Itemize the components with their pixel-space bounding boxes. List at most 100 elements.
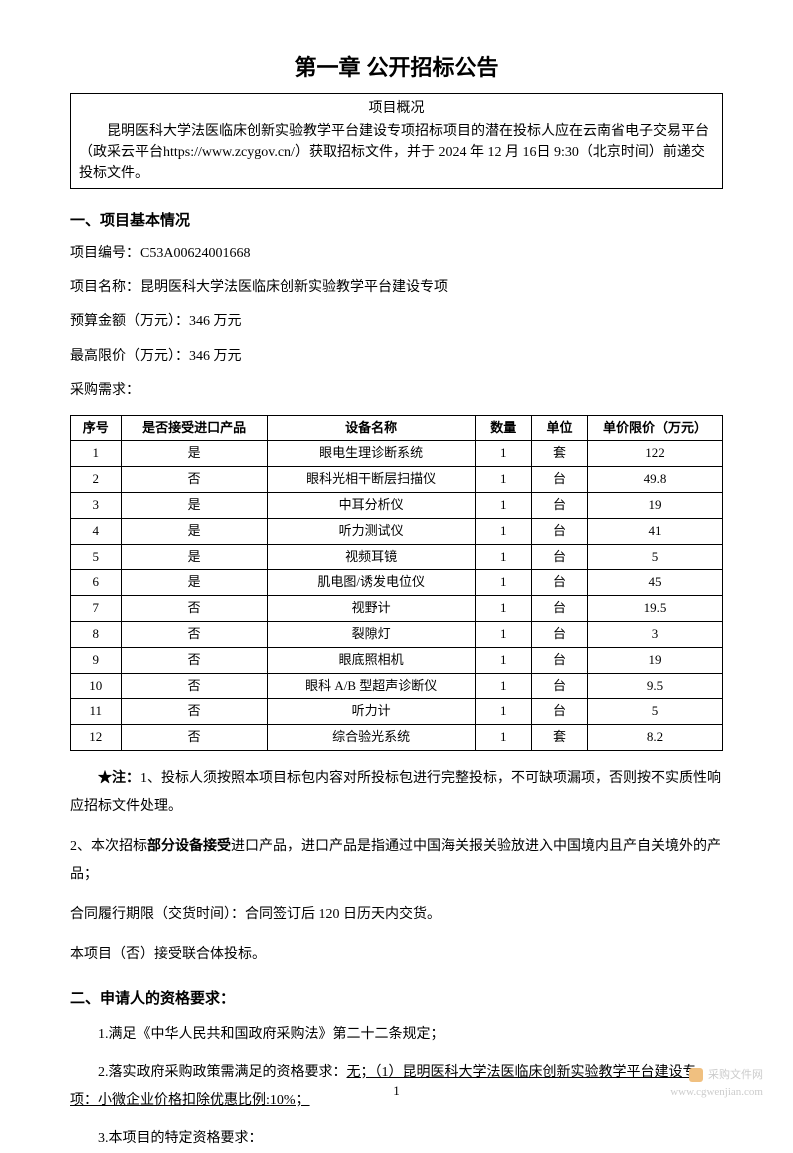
table-cell-seq: 2	[71, 467, 122, 493]
budget-label: 预算金额（万元）：	[70, 314, 189, 329]
table-cell-price: 19	[588, 647, 723, 673]
table-cell-seq: 1	[71, 441, 122, 467]
table-cell-name: 裂隙灯	[267, 621, 475, 647]
table-cell-qty: 1	[475, 647, 531, 673]
table-cell-price: 5	[588, 544, 723, 570]
table-cell-price: 8.2	[588, 725, 723, 751]
table-row: 12否综合验光系统1套8.2	[71, 725, 723, 751]
table-cell-seq: 6	[71, 570, 122, 596]
table-cell-name: 视野计	[267, 596, 475, 622]
table-cell-unit: 套	[531, 441, 587, 467]
watermark-text1: 采购文件网	[708, 1069, 763, 1081]
table-row: 9否眼底照相机1台19	[71, 647, 723, 673]
max-price-label: 最高限价（万元）：	[70, 349, 189, 364]
th-name: 设备名称	[267, 415, 475, 441]
table-cell-name: 眼科 A/B 型超声诊断仪	[267, 673, 475, 699]
table-cell-price: 19	[588, 492, 723, 518]
table-cell-seq: 3	[71, 492, 122, 518]
table-cell-import: 否	[121, 673, 267, 699]
table-row: 3是中耳分析仪1台19	[71, 492, 723, 518]
table-cell-unit: 台	[531, 596, 587, 622]
table-cell-price: 3	[588, 621, 723, 647]
note1: ★注：1、投标人须按照本项目标包内容对所投标包进行完整投标，不可缺项漏项，否则按…	[70, 765, 723, 821]
req3: 3.本项目的特定资格要求：	[70, 1125, 723, 1153]
table-cell-qty: 1	[475, 441, 531, 467]
table-cell-name: 中耳分析仪	[267, 492, 475, 518]
table-row: 8否裂隙灯1台3	[71, 621, 723, 647]
th-qty: 数量	[475, 415, 531, 441]
watermark-text2: www.cgwenjian.com	[670, 1086, 763, 1098]
table-cell-qty: 1	[475, 621, 531, 647]
table-cell-unit: 台	[531, 673, 587, 699]
table-cell-unit: 套	[531, 725, 587, 751]
note4: 本项目（否）接受联合体投标。	[70, 941, 723, 969]
table-cell-unit: 台	[531, 570, 587, 596]
table-cell-name: 视频耳镜	[267, 544, 475, 570]
table-cell-price: 19.5	[588, 596, 723, 622]
equipment-table-container: 序号 是否接受进口产品 设备名称 数量 单位 单价限价（万元） 1是眼电生理诊断…	[70, 415, 723, 751]
req1: 1.满足《中华人民共和国政府采购法》第二十二条规定；	[70, 1021, 723, 1049]
table-cell-import: 是	[121, 518, 267, 544]
table-cell-qty: 1	[475, 544, 531, 570]
table-cell-seq: 10	[71, 673, 122, 699]
th-price: 单价限价（万元）	[588, 415, 723, 441]
table-cell-price: 45	[588, 570, 723, 596]
table-row: 10否眼科 A/B 型超声诊断仪1台9.5	[71, 673, 723, 699]
page-number: 1	[393, 1081, 400, 1102]
req2-prefix: 2.落实政府采购政策需满足的资格要求：	[98, 1065, 347, 1080]
table-cell-seq: 4	[71, 518, 122, 544]
note1-text: 1、投标人须按照本项目标包内容对所投标包进行完整投标，不可缺项漏项，否则按不实质…	[70, 771, 721, 814]
table-cell-import: 否	[121, 596, 267, 622]
table-cell-qty: 1	[475, 518, 531, 544]
table-cell-seq: 5	[71, 544, 122, 570]
section2-heading: 二、申请人的资格要求：	[70, 987, 723, 1011]
table-cell-seq: 8	[71, 621, 122, 647]
table-cell-name: 眼科光相干断层扫描仪	[267, 467, 475, 493]
table-row: 4是听力测试仪1台41	[71, 518, 723, 544]
table-cell-price: 9.5	[588, 673, 723, 699]
table-cell-import: 否	[121, 467, 267, 493]
section1-heading: 一、项目基本情况	[70, 209, 723, 233]
table-cell-import: 否	[121, 647, 267, 673]
table-cell-qty: 1	[475, 725, 531, 751]
watermark: 采购文件网 www.cgwenjian.com	[670, 1067, 763, 1102]
table-cell-qty: 1	[475, 699, 531, 725]
table-cell-seq: 12	[71, 725, 122, 751]
table-row: 5是视频耳镜1台5	[71, 544, 723, 570]
th-unit: 单位	[531, 415, 587, 441]
table-row: 6是肌电图/诱发电位仪1台45	[71, 570, 723, 596]
max-price-value: 346 万元	[189, 349, 242, 364]
table-row: 2否眼科光相干断层扫描仪1台49.8	[71, 467, 723, 493]
table-cell-price: 122	[588, 441, 723, 467]
table-cell-price: 5	[588, 699, 723, 725]
purchase-req-label: 采购需求：	[70, 380, 723, 402]
table-cell-unit: 台	[531, 544, 587, 570]
table-cell-qty: 1	[475, 467, 531, 493]
table-cell-import: 否	[121, 699, 267, 725]
table-cell-import: 是	[121, 544, 267, 570]
table-cell-price: 41	[588, 518, 723, 544]
overview-title: 项目概况	[79, 98, 714, 120]
project-name-label: 项目名称：	[70, 280, 140, 295]
chapter-title: 第一章 公开招标公告	[70, 50, 723, 85]
table-cell-name: 听力测试仪	[267, 518, 475, 544]
table-cell-name: 眼底照相机	[267, 647, 475, 673]
table-cell-import: 是	[121, 570, 267, 596]
project-number-label: 项目编号：	[70, 246, 140, 261]
table-cell-name: 肌电图/诱发电位仪	[267, 570, 475, 596]
note2: 2、本次招标部分设备接受进口产品，进口产品是指通过中国海关报关验放进入中国境内且…	[70, 833, 723, 889]
table-cell-name: 眼电生理诊断系统	[267, 441, 475, 467]
table-cell-unit: 台	[531, 492, 587, 518]
table-cell-unit: 台	[531, 518, 587, 544]
table-cell-import: 否	[121, 621, 267, 647]
project-number-value: C53A00624001668	[140, 246, 250, 261]
table-cell-name: 综合验光系统	[267, 725, 475, 751]
project-name-line: 项目名称：昆明医科大学法医临床创新实验教学平台建设专项	[70, 277, 723, 299]
table-cell-import: 是	[121, 441, 267, 467]
table-cell-unit: 台	[531, 647, 587, 673]
budget-value: 346 万元	[189, 314, 242, 329]
table-row: 1是眼电生理诊断系统1套122	[71, 441, 723, 467]
table-row: 7否视野计1台19.5	[71, 596, 723, 622]
table-header-row: 序号 是否接受进口产品 设备名称 数量 单位 单价限价（万元）	[71, 415, 723, 441]
note2-bold: 部分设备接受	[147, 839, 231, 854]
